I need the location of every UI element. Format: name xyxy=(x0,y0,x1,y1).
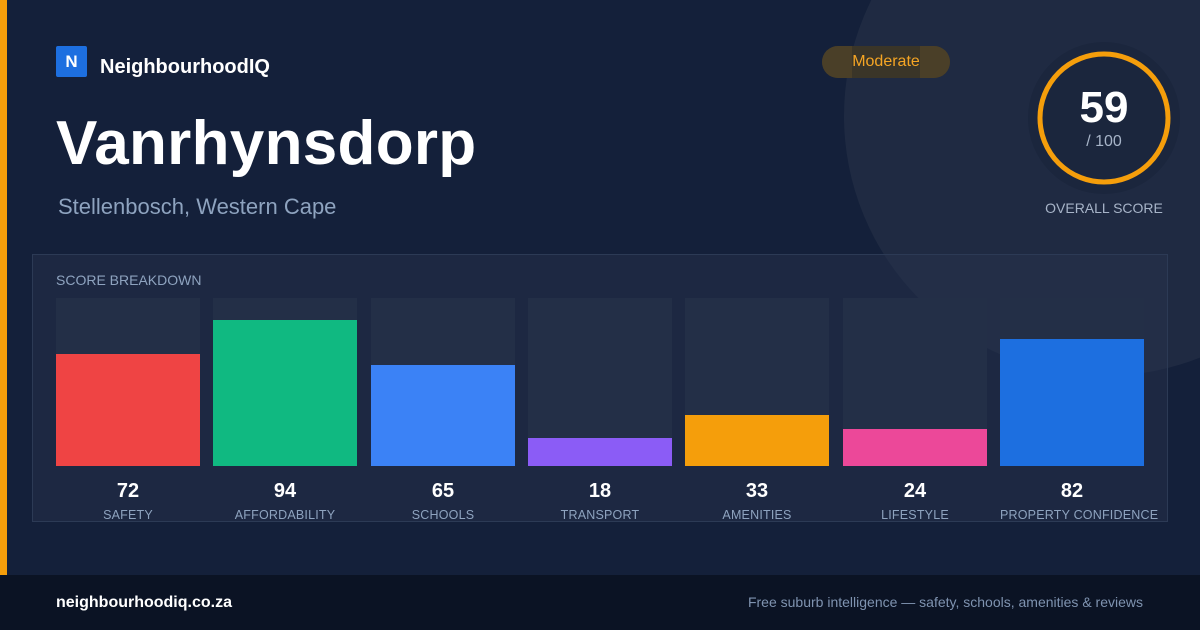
overall-score-label: OVERALL SCORE xyxy=(1045,200,1163,216)
rating-badge-label: Moderate xyxy=(852,53,920,70)
overall-score-value: 59 xyxy=(1079,83,1129,132)
footer-url: neighbourhoodiq.co.za xyxy=(56,594,232,611)
score-breakdown-title: SCORE BREAKDOWN xyxy=(56,272,202,288)
score-breakdown-panel xyxy=(32,254,1168,522)
overall-score-max: / 100 xyxy=(1086,133,1122,150)
overall-score-ring xyxy=(1028,42,1180,194)
rating-badge: Moderate xyxy=(822,46,950,78)
suburb-title: Vanrhynsdorp xyxy=(56,109,477,178)
footer-tagline: Free suburb intelligence — safety, schoo… xyxy=(747,594,1143,610)
suburb-location: Stellenbosch, Western Cape xyxy=(58,194,337,219)
footer xyxy=(0,575,1200,630)
accent-bar xyxy=(0,0,7,575)
score-ring-progress xyxy=(1037,51,1171,185)
brand-name: NeighbourhoodIQ xyxy=(100,56,270,78)
badge-left-cap xyxy=(822,46,852,78)
badge-right-cap xyxy=(920,46,950,78)
score-ring-outer xyxy=(1028,42,1180,194)
brand-logo-icon: N xyxy=(56,46,87,77)
